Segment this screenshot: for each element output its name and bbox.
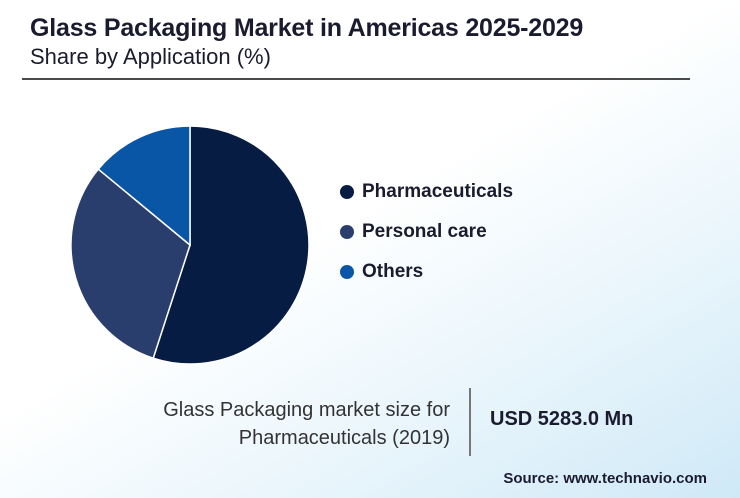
source-credit: Source: www.technavio.com bbox=[503, 470, 707, 487]
legend-item-personal-care: Personal care bbox=[340, 212, 513, 252]
title-divider bbox=[22, 78, 690, 80]
stat-divider bbox=[469, 388, 471, 456]
market-size-label-line1: Glass Packaging market size for bbox=[163, 399, 450, 421]
chart-title: Glass Packaging Market in Americas 2025-… bbox=[30, 14, 584, 42]
legend-label: Others bbox=[362, 261, 424, 282]
pie-slice-pharmaceuticals bbox=[152, 125, 310, 365]
legend-dot-pharmaceuticals bbox=[340, 185, 354, 199]
pie-slice-others bbox=[97, 125, 191, 247]
chart-legend: Pharmaceuticals Personal care Others bbox=[340, 172, 513, 292]
legend-dot-personal-care bbox=[340, 225, 354, 239]
legend-item-others: Others bbox=[340, 252, 513, 292]
legend-item-pharmaceuticals: Pharmaceuticals bbox=[340, 172, 513, 212]
market-size-value: USD 5283.0 Mn bbox=[490, 408, 634, 430]
legend-dot-others bbox=[340, 265, 354, 279]
market-size-label-line2: Pharmaceuticals (2019) bbox=[238, 427, 450, 449]
chart-subtitle: Share by Application (%) bbox=[30, 44, 271, 69]
legend-label: Personal care bbox=[362, 221, 487, 242]
market-size-label: Glass Packaging market size for Pharmace… bbox=[110, 396, 450, 452]
legend-label: Pharmaceuticals bbox=[362, 181, 514, 202]
pie-slice-personal-care bbox=[70, 168, 191, 360]
